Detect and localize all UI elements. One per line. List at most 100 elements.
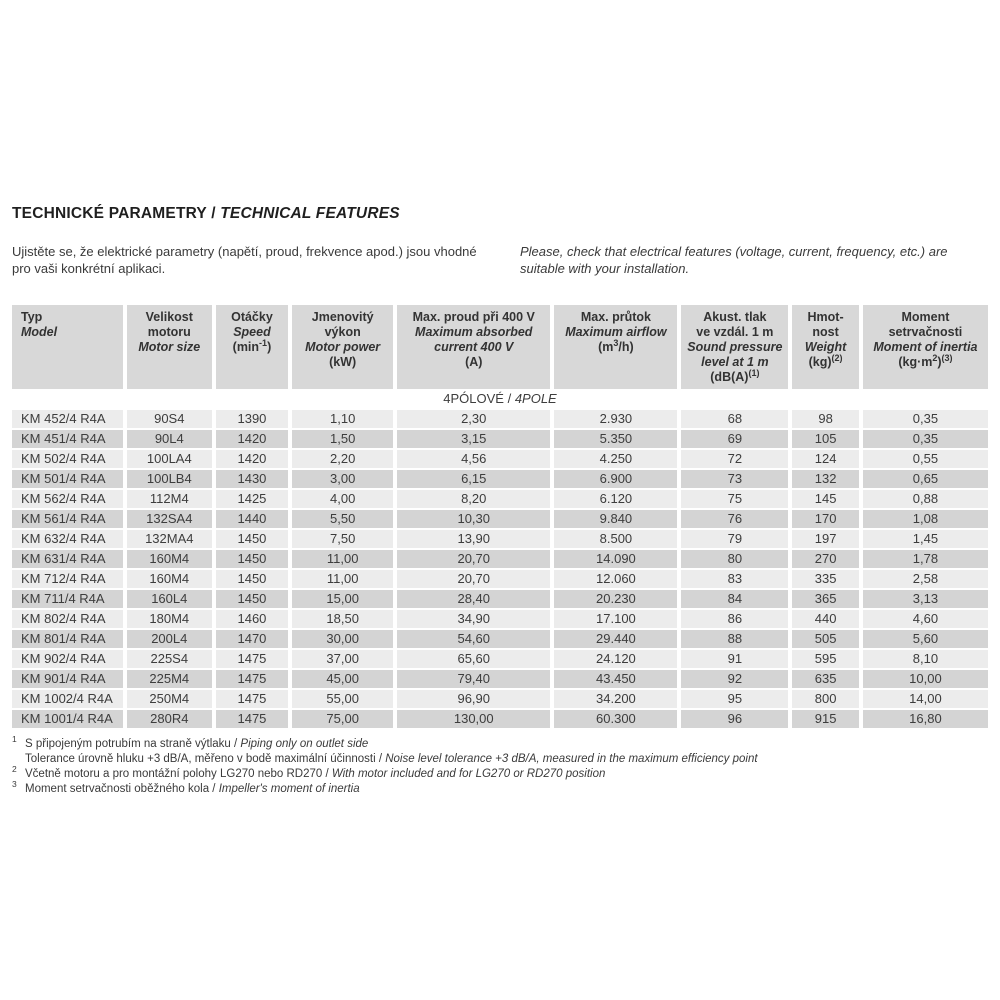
table-cell: 2,58 bbox=[862, 570, 988, 588]
page-title-czech: TECHNICKÉ PARAMETRY bbox=[12, 205, 207, 222]
table-cell: 132MA4 bbox=[126, 530, 212, 548]
column-header: Otáčky Speed (min-1) bbox=[215, 305, 289, 389]
table-row: KM 902/4 R4A 225S4 1475 37,00 65,60 24.120 91 5… bbox=[12, 650, 988, 668]
table-cell: 17.100 bbox=[554, 610, 678, 628]
table-cell: 3,00 bbox=[292, 470, 394, 488]
table-row: KM 632/4 R4A 132MA4 1450 7,50 13,90 8.500 79 19… bbox=[12, 530, 988, 548]
table-row: KM 712/4 R4A 160M4 1450 11,00 20,70 12.060 83 3… bbox=[12, 570, 988, 588]
table-cell: 91 bbox=[681, 650, 789, 668]
table-cell: 0,55 bbox=[862, 450, 988, 468]
table-row: KM 901/4 R4A 225M4 1475 45,00 79,40 43.450 92 6… bbox=[12, 670, 988, 688]
table-cell: 132 bbox=[792, 470, 859, 488]
table-cell: 915 bbox=[792, 710, 859, 728]
table-cell: 6,15 bbox=[397, 470, 551, 488]
table-cell: 65,60 bbox=[397, 650, 551, 668]
table-cell: 14,00 bbox=[862, 690, 988, 708]
table-row: KM 1001/4 R4A 280R4 1475 75,00 130,00 60.300 9… bbox=[12, 710, 988, 728]
table-cell: 1470 bbox=[215, 630, 289, 648]
intro-section: Ujistěte se, že elektrické parametry (na… bbox=[12, 243, 988, 277]
table-cell: 200L4 bbox=[126, 630, 212, 648]
table-cell: 1390 bbox=[215, 410, 289, 428]
column-header: Max. průtok Maximum airflow (m3/h) bbox=[554, 305, 678, 389]
table-cell: KM 712/4 R4A bbox=[12, 570, 123, 588]
table-cell: 96 bbox=[681, 710, 789, 728]
table-cell: 280R4 bbox=[126, 710, 212, 728]
table-cell: 100LA4 bbox=[126, 450, 212, 468]
table-cell: 1420 bbox=[215, 430, 289, 448]
table-cell: 10,00 bbox=[862, 670, 988, 688]
table-cell: 505 bbox=[792, 630, 859, 648]
table-cell: 90S4 bbox=[126, 410, 212, 428]
table-cell: 73 bbox=[681, 470, 789, 488]
table-cell: 1420 bbox=[215, 450, 289, 468]
table-cell: 132SA4 bbox=[126, 510, 212, 528]
table-cell: 30,00 bbox=[292, 630, 394, 648]
column-header: Hmot-nost Weight (kg)(2) bbox=[792, 305, 859, 389]
table-section-row: 4PÓLOVÉ / 4POLE bbox=[12, 391, 988, 408]
table-cell: 10,30 bbox=[397, 510, 551, 528]
table-cell: 595 bbox=[792, 650, 859, 668]
table-cell: 29.440 bbox=[554, 630, 678, 648]
table-cell: 90L4 bbox=[126, 430, 212, 448]
table-cell: KM 711/4 R4A bbox=[12, 590, 123, 608]
page-title-english: TECHNICAL FEATURES bbox=[220, 205, 400, 222]
table-cell: 3,13 bbox=[862, 590, 988, 608]
table-cell: 75,00 bbox=[292, 710, 394, 728]
table-row: KM 562/4 R4A 112M4 1425 4,00 8,20 6.120 75 145 0… bbox=[12, 490, 988, 508]
table-cell: 72 bbox=[681, 450, 789, 468]
title-separator: / bbox=[206, 205, 221, 222]
table-cell: 160M4 bbox=[126, 550, 212, 568]
table-cell: KM 501/4 R4A bbox=[12, 470, 123, 488]
table-cell: 1475 bbox=[215, 710, 289, 728]
table-cell: 160M4 bbox=[126, 570, 212, 588]
table-cell: 170 bbox=[792, 510, 859, 528]
table-cell: 84 bbox=[681, 590, 789, 608]
column-header: Jmenovitý výkon Motor power (kW) bbox=[292, 305, 394, 389]
table-cell: 2,30 bbox=[397, 410, 551, 428]
table-cell: 14.090 bbox=[554, 550, 678, 568]
table-cell: 440 bbox=[792, 610, 859, 628]
table-cell: 20.230 bbox=[554, 590, 678, 608]
table-cell: 124 bbox=[792, 450, 859, 468]
table-cell: 100LB4 bbox=[126, 470, 212, 488]
table-cell: 11,00 bbox=[292, 550, 394, 568]
page-title: TECHNICKÉ PARAMETRY / TECHNICAL FEATURES bbox=[12, 205, 988, 223]
table-cell: 75 bbox=[681, 490, 789, 508]
table-row: KM 451/4 R4A 90L4 1420 1,50 3,15 5.350 69 105 0,… bbox=[12, 430, 988, 448]
column-header: Typ Model bbox=[12, 305, 123, 389]
table-cell: 635 bbox=[792, 670, 859, 688]
table-cell: 12.060 bbox=[554, 570, 678, 588]
table-cell: 1450 bbox=[215, 590, 289, 608]
table-cell: 365 bbox=[792, 590, 859, 608]
table-cell: 1430 bbox=[215, 470, 289, 488]
table-cell: 1475 bbox=[215, 670, 289, 688]
table-cell: KM 801/4 R4A bbox=[12, 630, 123, 648]
table-cell: KM 502/4 R4A bbox=[12, 450, 123, 468]
table-cell: 112M4 bbox=[126, 490, 212, 508]
table-cell: 4.250 bbox=[554, 450, 678, 468]
table-cell: 13,90 bbox=[397, 530, 551, 548]
table-cell: 1475 bbox=[215, 690, 289, 708]
column-header: Max. proud při 400 V Maximum absorbed curr… bbox=[397, 305, 551, 389]
table-cell: KM 562/4 R4A bbox=[12, 490, 123, 508]
table-cell: 2,20 bbox=[292, 450, 394, 468]
table-row: KM 711/4 R4A 160L4 1450 15,00 28,40 20.230 84 3… bbox=[12, 590, 988, 608]
table-cell: 34.200 bbox=[554, 690, 678, 708]
table-cell: KM 631/4 R4A bbox=[12, 550, 123, 568]
table-cell: 5,60 bbox=[862, 630, 988, 648]
technical-features-table: Typ Model Velikost motoru Motor size Otáčky Sp… bbox=[8, 303, 992, 730]
document-page: TECHNICKÉ PARAMETRY / TECHNICAL FEATURES… bbox=[8, 205, 992, 795]
table-cell: 0,65 bbox=[862, 470, 988, 488]
table-cell: 3,15 bbox=[397, 430, 551, 448]
table-cell: 1450 bbox=[215, 570, 289, 588]
table-cell: 15,00 bbox=[292, 590, 394, 608]
table-cell: 8.500 bbox=[554, 530, 678, 548]
table-cell: KM 802/4 R4A bbox=[12, 610, 123, 628]
table-cell: 18,50 bbox=[292, 610, 394, 628]
table-row: KM 801/4 R4A 200L4 1470 30,00 54,60 29.440 88 5… bbox=[12, 630, 988, 648]
table-cell: 130,00 bbox=[397, 710, 551, 728]
column-header: Akust. tlak ve vzdál. 1 m Sound pressure le… bbox=[681, 305, 789, 389]
table-cell: 76 bbox=[681, 510, 789, 528]
column-header: Moment setrvačnosti Moment of inertia (kg·m… bbox=[862, 305, 988, 389]
